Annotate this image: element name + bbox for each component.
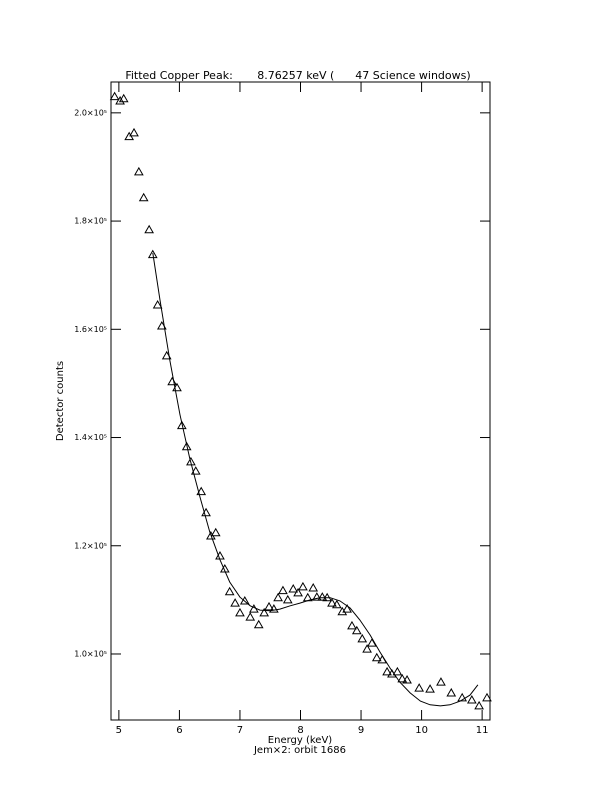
data-point [347,620,357,630]
data-point [317,592,328,601]
data-point [308,582,319,592]
data-point [253,619,264,629]
data-point [293,587,303,597]
data-point [224,586,235,596]
data-point [118,93,129,103]
data-point [482,692,492,702]
data-point [362,644,372,653]
data-point [402,674,412,684]
x-tick-label: 8 [297,725,303,736]
data-point [268,604,279,613]
data-point [181,441,192,451]
data-point [367,638,377,647]
data-point [196,486,207,496]
data-point [351,625,362,635]
x-axis-sublabel: Jem×2: orbit 1686 [253,745,346,756]
y-tick-label: 1.6×10⁵ [74,325,107,334]
data-point [337,606,348,616]
data-point [282,594,293,604]
data-point [239,595,250,605]
data-point [327,598,337,607]
data-point [446,687,457,697]
data-point [414,683,425,692]
data-point [235,607,245,617]
data-point [382,666,392,676]
data-point [176,420,187,430]
y-tick-label: 1.8×10⁵ [74,217,107,226]
data-point [210,527,221,537]
data-point [190,466,201,475]
y-tick-label: 2.0×10⁵ [74,108,107,117]
data-point [298,581,308,591]
data-point [138,192,149,202]
data-point [392,666,403,676]
x-tick-label: 9 [358,725,364,736]
data-point [425,684,435,693]
data-point [152,299,163,309]
x-tick-label: 6 [176,725,182,736]
data-point [144,224,155,234]
x-tick-label: 5 [116,725,122,736]
data-point [278,585,288,595]
data-point [259,607,270,617]
data-point [264,601,274,611]
y-axis-label: Detector counts [55,361,66,441]
y-tick-label: 1.4×10⁵ [74,433,107,442]
data-point [230,598,240,607]
data-point [115,95,125,105]
data-point [245,612,256,621]
data-point [474,700,484,710]
data-point [436,677,446,686]
chart-title: Fitted Copper Peak: 8.76257 keV ( 47 Sci… [125,69,470,82]
x-tick-label: 10 [415,725,428,736]
data-point [466,694,477,704]
fit-line [152,252,479,707]
data-point [331,599,342,609]
data-point [129,127,139,137]
y-tick-label: 1.2×10⁵ [74,541,107,550]
data-point [357,633,368,643]
data-point [342,604,352,613]
data-point [397,673,408,683]
x-axis-label: Energy (keV) [268,735,333,746]
data-point [273,592,283,602]
x-tick-label: 7 [237,725,243,736]
data-point [457,692,468,702]
y-tick-label: 1.0×10⁵ [74,649,107,658]
data-point [311,592,322,601]
data-point [147,249,158,259]
data-point [371,652,382,662]
data-point [186,456,196,466]
data-point [109,91,120,101]
data-point [288,584,299,593]
x-tick-label: 11 [476,725,489,736]
data-point [133,166,144,176]
